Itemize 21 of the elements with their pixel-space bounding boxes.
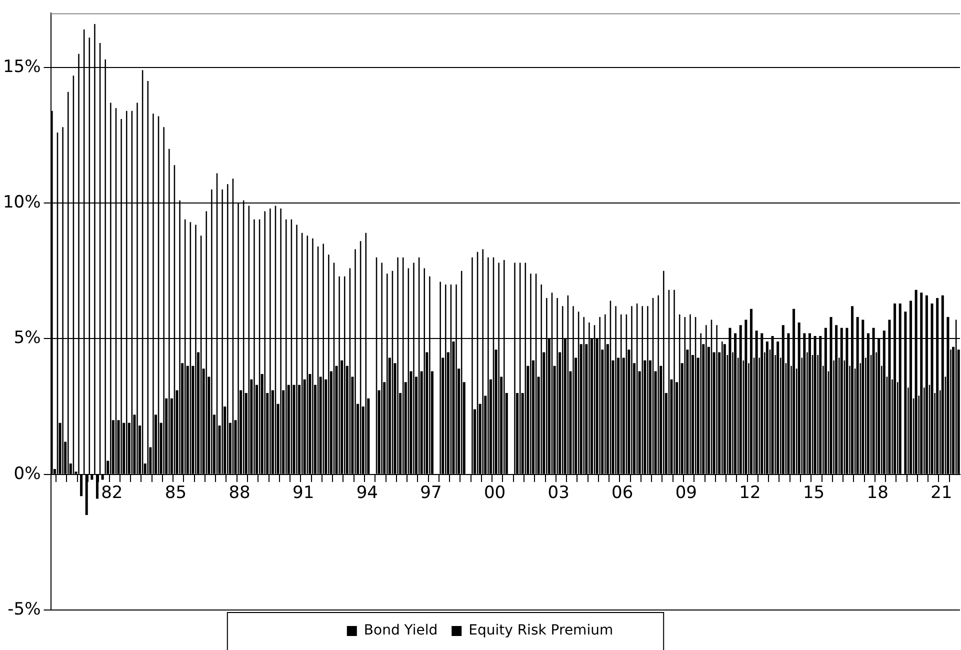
x-tick-label: 12 bbox=[739, 482, 761, 503]
x-tick-label: 97 bbox=[420, 482, 442, 503]
legend-label: Bond Yield bbox=[364, 622, 438, 639]
legend-label: Equity Risk Premium bbox=[468, 622, 614, 639]
x-tick-label: 21 bbox=[930, 482, 952, 503]
x-tick-label: 85 bbox=[164, 482, 187, 503]
x-tick-label: 06 bbox=[612, 482, 634, 503]
x-tick-label: 00 bbox=[484, 482, 506, 503]
x-tick-label: 94 bbox=[356, 482, 378, 503]
x-tick-label: 82 bbox=[101, 482, 123, 503]
x-tick-label: 18 bbox=[866, 482, 888, 503]
x-tick-label: 09 bbox=[675, 482, 697, 503]
y-tick-label: -5% bbox=[8, 599, 41, 620]
y-tick-label: 0% bbox=[14, 464, 41, 484]
x-tick-label: 03 bbox=[548, 482, 570, 503]
x-tick-label: 15 bbox=[802, 482, 825, 503]
y-tick-label: 10% bbox=[2, 192, 41, 213]
x-tick-label: 88 bbox=[228, 482, 250, 503]
y-tick-label: 5% bbox=[14, 328, 41, 348]
y-tick-label: 15% bbox=[2, 56, 41, 77]
x-tick-label: 91 bbox=[292, 482, 314, 503]
